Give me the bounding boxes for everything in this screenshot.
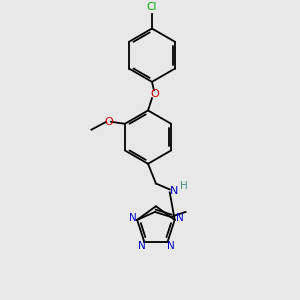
Text: O: O bbox=[151, 89, 159, 99]
Text: H: H bbox=[180, 182, 188, 191]
Text: N: N bbox=[129, 213, 136, 223]
Text: N: N bbox=[137, 241, 145, 251]
Text: Cl: Cl bbox=[147, 2, 157, 12]
Text: O: O bbox=[105, 117, 113, 127]
Text: N: N bbox=[169, 186, 178, 197]
Text: N: N bbox=[167, 241, 174, 251]
Text: N: N bbox=[176, 213, 183, 223]
